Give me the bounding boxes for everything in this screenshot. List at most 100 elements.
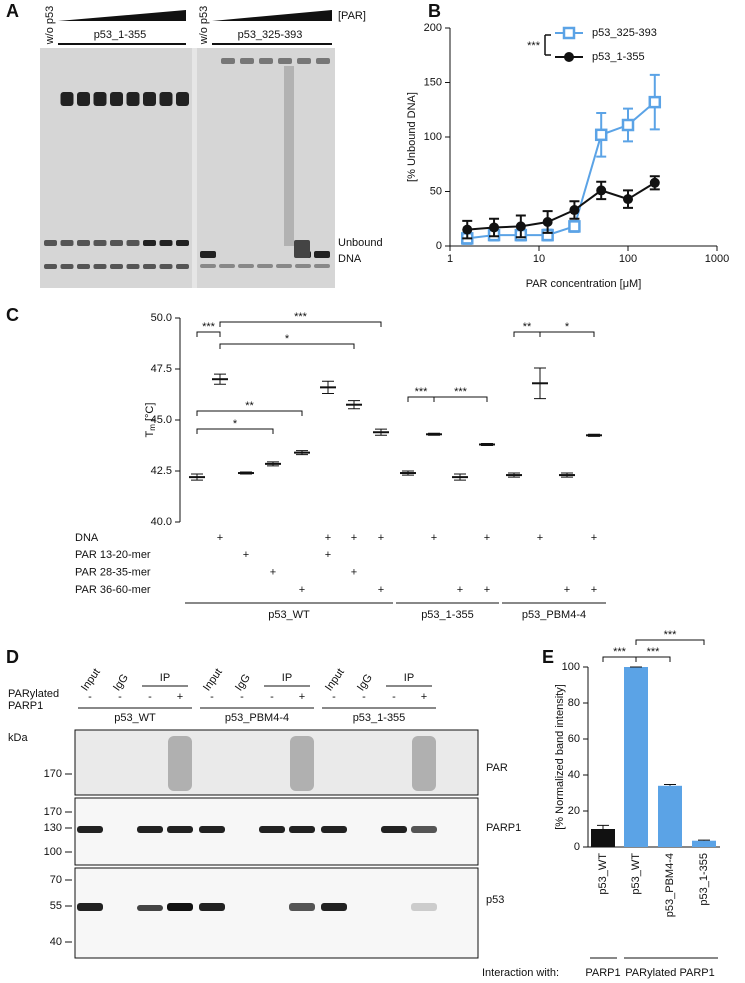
control-label: w/o p53 xyxy=(44,6,56,46)
sign: + xyxy=(299,691,305,703)
blot-band xyxy=(321,826,347,833)
column-label: Input xyxy=(79,666,103,693)
condition-mark: + xyxy=(351,532,357,544)
gel-band xyxy=(110,92,123,106)
sig-label: *** xyxy=(415,386,429,398)
condition-mark: + xyxy=(484,532,490,544)
gel-band xyxy=(60,240,74,246)
blot-band xyxy=(137,826,163,833)
panel-label: E xyxy=(542,647,554,667)
group-label: p53_1-355 xyxy=(353,712,406,724)
gel-band xyxy=(176,264,189,269)
legend-marker xyxy=(562,26,576,40)
sign: - xyxy=(148,691,152,703)
blot-band xyxy=(199,826,225,833)
sign: + xyxy=(421,691,427,703)
legend-marker xyxy=(564,52,574,62)
unit-label: kDa xyxy=(8,732,28,744)
gel-band xyxy=(110,264,123,269)
x-tick-label: p53_WT xyxy=(597,853,609,895)
condition-mark: + xyxy=(351,567,357,579)
x-tick-label: p53_PBM4-4 xyxy=(664,853,676,917)
gel-band xyxy=(44,240,57,246)
bar xyxy=(692,840,716,847)
sig-bracket xyxy=(433,396,488,402)
footer-label: Interaction with: xyxy=(482,967,559,979)
gel-band xyxy=(77,92,90,106)
y-label-part: [°C] xyxy=(144,403,156,421)
blot-band xyxy=(199,903,225,911)
column-label: IP xyxy=(282,672,292,684)
gel-band xyxy=(126,264,140,269)
marker-label: 70 xyxy=(50,874,62,886)
condition-mark: + xyxy=(270,567,276,579)
marker-label: 170 xyxy=(44,768,62,780)
condition-mark: + xyxy=(591,584,597,596)
footer-label: PARP1 xyxy=(585,967,620,979)
sig-label: ** xyxy=(245,400,254,412)
y-tick-label: 50.0 xyxy=(151,312,172,324)
gel-band xyxy=(93,240,107,246)
condition-label: PAR 13-20-mer xyxy=(75,549,151,561)
par-smear xyxy=(168,736,192,791)
y-tick-label: 200 xyxy=(424,22,442,34)
gel-band xyxy=(295,264,311,268)
marker-label: 170 xyxy=(44,806,62,818)
y-tick-label: 20 xyxy=(568,805,580,817)
sig-bracket xyxy=(219,343,355,349)
gel-band xyxy=(176,240,189,246)
y-tick-label: 50 xyxy=(430,185,442,197)
y-tick-label: 0 xyxy=(574,841,580,853)
sign: - xyxy=(210,691,214,703)
sig-label: * xyxy=(233,418,238,430)
blot-band xyxy=(167,826,193,833)
gel-well xyxy=(240,58,254,64)
sign: - xyxy=(362,691,366,703)
condition-label: DNA xyxy=(75,532,99,544)
y-tick-label: 40.0 xyxy=(151,516,172,528)
footer-label: PARylated PARP1 xyxy=(625,967,714,979)
y-axis-label: Tm [°C] xyxy=(144,403,157,438)
gel-band xyxy=(159,92,173,106)
sign: - xyxy=(392,691,396,703)
bar xyxy=(624,667,648,847)
gel-smear xyxy=(284,66,294,246)
group-label: p53_WT xyxy=(114,712,156,724)
blot-band xyxy=(381,826,407,833)
gel-band xyxy=(143,264,156,269)
condition-mark: + xyxy=(378,584,384,596)
group-label: p53_1-355 xyxy=(94,29,147,41)
condition-mark: + xyxy=(325,532,331,544)
condition-mark: + xyxy=(243,549,249,561)
y-tick-label: 80 xyxy=(568,697,580,709)
blot-band xyxy=(321,903,347,911)
gel-band xyxy=(126,92,140,106)
marker-label: 100 xyxy=(44,846,62,858)
gel-band xyxy=(257,264,273,268)
sig-bracket xyxy=(219,321,382,327)
sig-label: *** xyxy=(613,646,627,658)
gel-band xyxy=(77,264,90,269)
y-tick-label: 45.0 xyxy=(151,414,172,426)
sig-label: * xyxy=(285,333,290,345)
bar xyxy=(591,829,615,847)
gel-band xyxy=(93,264,107,269)
panel-label: D xyxy=(6,647,19,667)
gradient-label: [PAR] xyxy=(338,10,366,22)
y-axis-label: [% Normalized band intensity] xyxy=(554,684,566,830)
y-tick-label: 60 xyxy=(568,733,580,745)
y-tick-label: 40 xyxy=(568,769,580,781)
x-tick-label: 1 xyxy=(447,253,453,265)
gel-band xyxy=(314,264,330,268)
panel-label: C xyxy=(6,305,19,325)
marker xyxy=(515,221,526,232)
group-label: p53_PBM4-4 xyxy=(225,712,289,724)
gel-band xyxy=(159,264,173,269)
x-tick-label: 1000 xyxy=(705,253,729,265)
column-label: IP xyxy=(160,672,170,684)
marker xyxy=(648,95,662,109)
gel-band xyxy=(44,264,57,269)
gel-well xyxy=(259,58,273,64)
sig-label: *** xyxy=(664,629,678,641)
y-label-part: m xyxy=(148,424,157,431)
